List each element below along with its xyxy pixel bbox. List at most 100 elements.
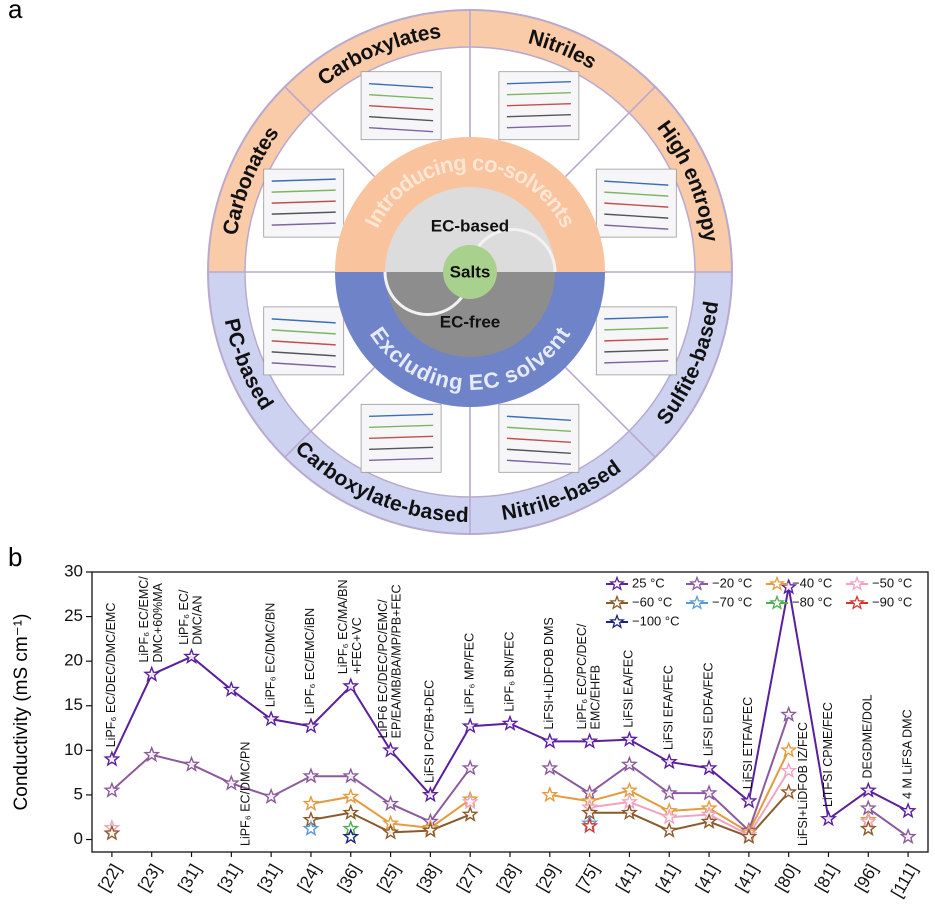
image-detail (369, 83, 434, 89)
x-tick-label: [23] (134, 861, 165, 895)
point-marker (700, 784, 718, 801)
annotation: 4 M LiFSA DMC (900, 709, 914, 799)
x-tick-label: [31] (214, 861, 245, 895)
legend-marker (689, 575, 705, 591)
image-detail (369, 457, 434, 461)
x-tick-label: [41] (612, 861, 643, 895)
point-marker (581, 817, 599, 834)
x-tick-label: [24] (294, 861, 325, 895)
sector-image (263, 168, 345, 238)
legend-label: −100 °C (632, 613, 679, 628)
panel-label: a (8, 0, 23, 24)
legend-label: 25 °C (632, 575, 665, 590)
sector-image (263, 306, 345, 376)
sector-divider (564, 366, 656, 458)
image-detail (506, 448, 571, 454)
point-marker (103, 750, 121, 767)
image-detail (506, 125, 571, 129)
point-marker (899, 801, 917, 819)
point-marker (620, 803, 638, 821)
salts-circle (443, 245, 497, 299)
center-label: EC-based (431, 217, 509, 236)
annotation: LiPF₆ EC/ (177, 589, 191, 645)
annotation: LiPF₆ EC/DMC/PN (239, 742, 253, 846)
x-tick-label: [41] (692, 861, 723, 895)
annotation: LiFSI EDFA/FEC (701, 662, 715, 756)
annotation: +FEC+VC (350, 617, 364, 674)
point-marker (103, 781, 121, 798)
annotation: LiTFSI CPME/FEC (821, 702, 835, 807)
image-detail (506, 103, 571, 107)
point-marker (143, 665, 161, 682)
annotation: LiFSI EFA/FEC (662, 665, 676, 750)
point-marker (342, 677, 360, 694)
annotation: LiPF6 EC/DEC/PC/EMC/ (376, 599, 390, 738)
point-marker (421, 785, 439, 803)
point-marker (740, 827, 758, 845)
image-detail (369, 424, 434, 428)
point-marker (461, 717, 479, 734)
image-detail (271, 318, 336, 324)
image-detail (604, 327, 669, 331)
annotation: DMC+60%MA (151, 582, 165, 662)
point-marker (103, 824, 121, 841)
center-label: EC-free (440, 313, 500, 332)
point-marker (182, 647, 201, 665)
point-marker (780, 705, 798, 722)
x-tick-label: [80] (771, 861, 802, 895)
point-marker (302, 767, 320, 784)
annotation: LiPF₆ EC/EMC/ (137, 576, 151, 663)
panel-label: b (8, 542, 22, 572)
image-detail (271, 362, 336, 368)
image-detail (506, 426, 571, 432)
annotation: LiPF₆ EC/PC/DEC/ (575, 623, 589, 729)
legend-marker (769, 575, 785, 591)
point-marker (700, 759, 718, 776)
annotation: LiFSI+LiDFOB IZ/FEC (796, 722, 810, 846)
point-marker (660, 808, 678, 825)
image-detail (604, 316, 669, 320)
legend-marker (689, 594, 705, 610)
x-tick-label: [111] (887, 861, 921, 901)
sector-image (360, 403, 442, 473)
image-detail (604, 213, 669, 219)
image-detail (271, 222, 336, 226)
center-top (385, 187, 555, 272)
point-marker (382, 794, 400, 812)
point-marker (342, 787, 360, 805)
image-detail (604, 338, 669, 342)
point-marker (660, 821, 678, 838)
image-detail (369, 105, 434, 111)
annotation: EP/EA/MB/BA/MP/PB+FEC (390, 584, 404, 738)
legend-marker (609, 613, 625, 629)
point-marker (581, 732, 599, 749)
point-marker (819, 810, 838, 827)
sector-divider (284, 366, 376, 458)
point-marker (222, 680, 240, 697)
point-marker (859, 781, 877, 798)
point-marker (660, 784, 678, 801)
x-tick-label: [25] (373, 861, 404, 895)
point-marker (342, 827, 360, 845)
image-detail (604, 224, 669, 230)
image-detail (506, 81, 571, 85)
image-detail (271, 340, 336, 346)
point-marker (461, 793, 479, 810)
point-marker (660, 752, 678, 770)
point-marker (859, 819, 877, 837)
x-tick-label: [22] (95, 861, 126, 895)
y-tick-label: 15 (64, 695, 83, 714)
point-marker (541, 732, 559, 749)
image-detail (506, 415, 571, 421)
sector-image (498, 71, 580, 141)
image-detail (369, 413, 434, 417)
x-tick-label: [81] (811, 861, 842, 895)
annotation: LiFSI PC/FB+DEC (423, 680, 437, 783)
image-detail (604, 191, 669, 197)
image-detail (271, 189, 336, 193)
x-tick-label: [29] (533, 861, 564, 895)
point-marker (541, 785, 559, 803)
point-marker (620, 730, 638, 747)
annotation: LiPF₆ EC/DEC/DMC/EMC (104, 603, 118, 748)
legend-label: −70 °C (712, 594, 752, 609)
